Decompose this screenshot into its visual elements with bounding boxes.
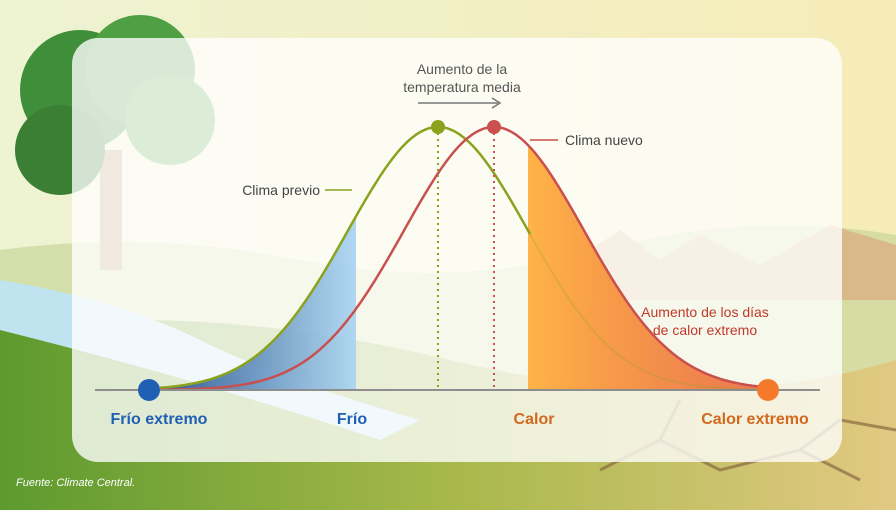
old-climate-curve: [159, 125, 532, 390]
axis-label: Frío: [337, 411, 367, 428]
extreme-heat-label: de calor extremo: [653, 322, 757, 338]
old-climate-label: Clima previo: [242, 182, 320, 198]
hot-area: [528, 145, 760, 390]
axis-label: Calor: [514, 411, 555, 428]
old-climate-tail: [529, 233, 761, 391]
axis-label: Calor extremo: [701, 411, 809, 428]
cold-area: [160, 216, 356, 390]
shift-label: Aumento de la: [417, 61, 507, 77]
hot-dot: [757, 379, 779, 401]
new-peak: [487, 120, 501, 134]
old-peak: [431, 120, 445, 134]
shift-arrow-head: [491, 97, 502, 109]
cold-dot: [138, 379, 160, 401]
extreme-heat-label: Aumento de los días: [641, 304, 769, 320]
new-climate-label: Clima nuevo: [565, 132, 643, 148]
axis-label: Frío extremo: [111, 411, 208, 428]
distribution-curves: [159, 125, 761, 391]
source: Fuente: Climate Central.: [16, 477, 135, 489]
shift-label: temperatura media: [403, 79, 521, 95]
panel: [72, 38, 842, 462]
new-climate-curve: [160, 125, 761, 391]
